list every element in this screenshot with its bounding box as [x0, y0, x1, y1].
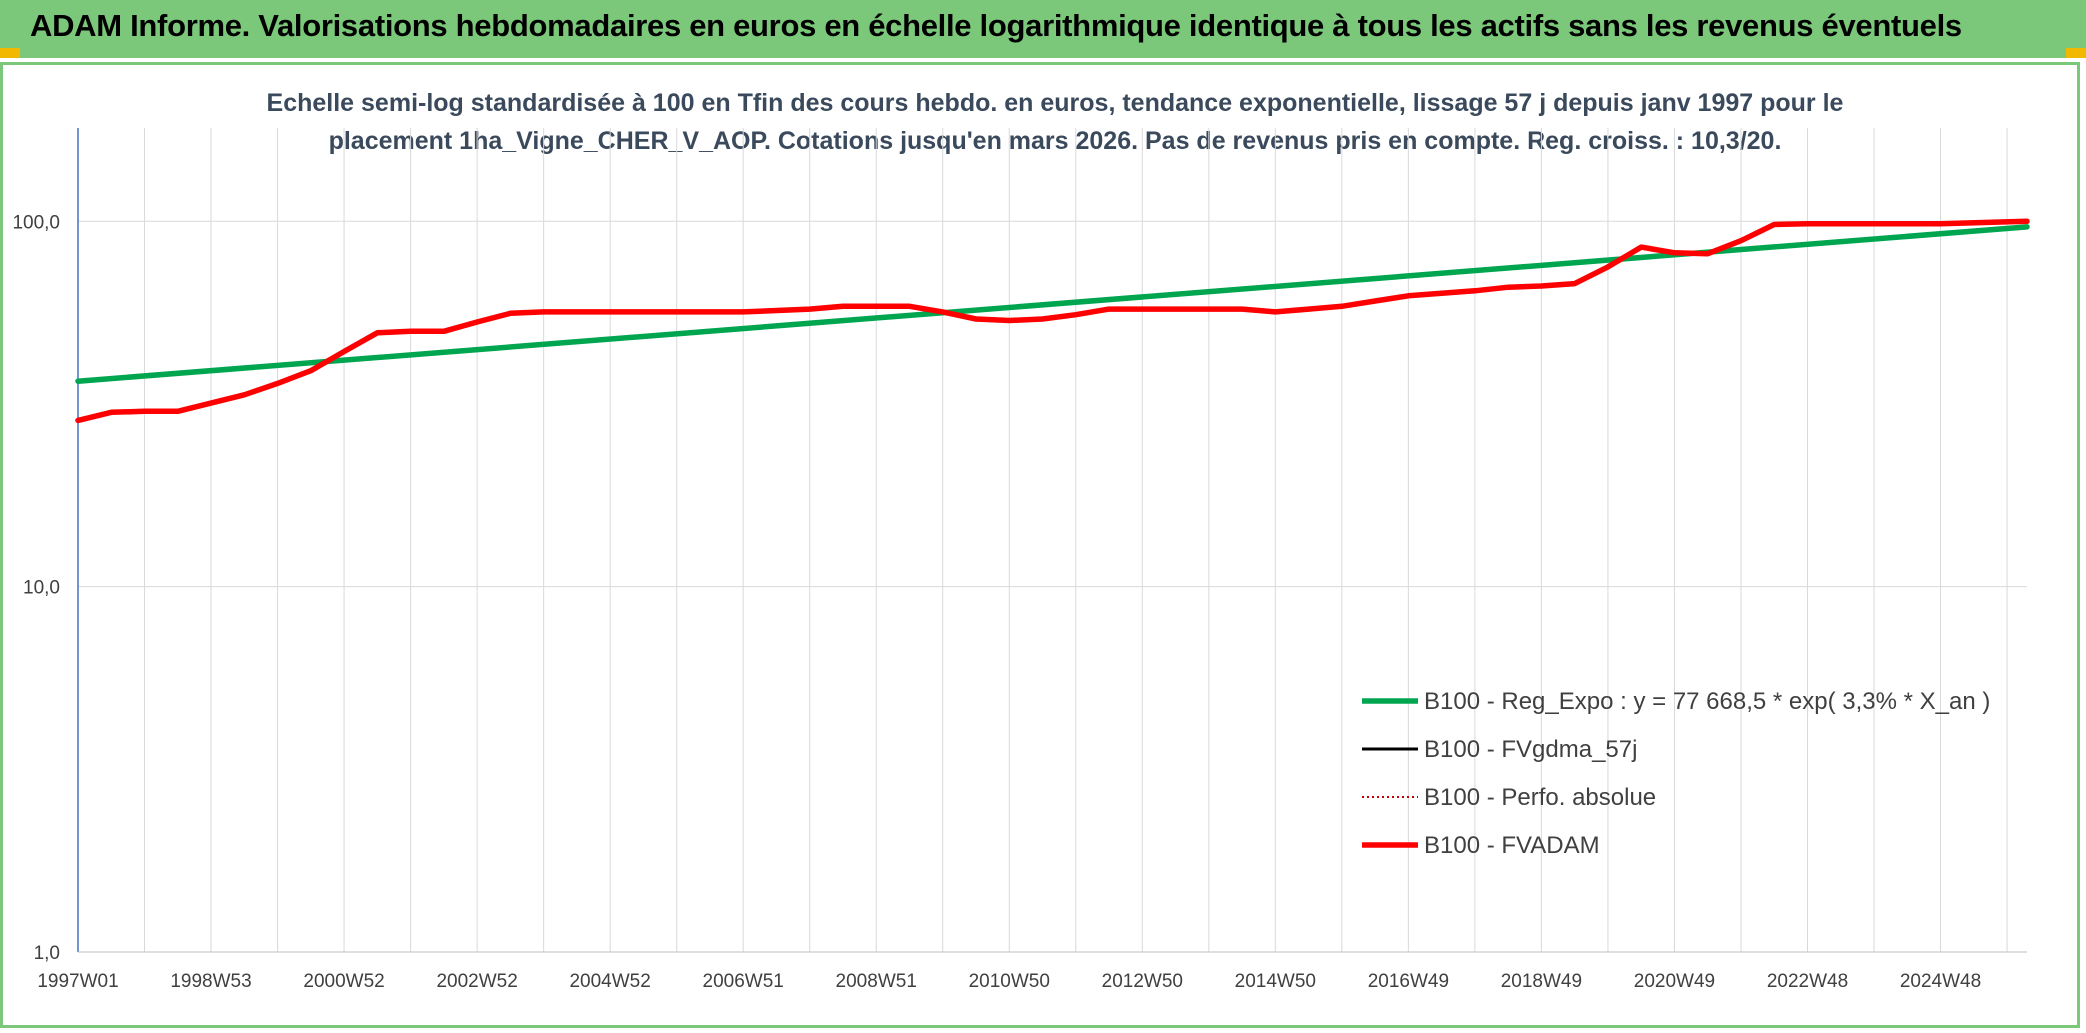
x-tick-label: 2024W48 [1900, 971, 1981, 992]
chart-title-line-2: placement 1ha_Vigne_CHER_V_AOP. Cotation… [328, 127, 1782, 155]
tick-labels: 1,0 10,0 100,0 1997W01 1998W53 2000W52 2002W52… [12, 212, 1981, 992]
report-title: ADAM Informe. Valorisations hebdomadaire… [30, 8, 1962, 43]
x-tick-label: 2020W49 [1634, 971, 1715, 992]
x-tick-label: 2000W52 [303, 971, 384, 992]
x-tick-label: 2008W51 [836, 971, 917, 992]
x-tick-label: 2016W49 [1368, 971, 1449, 992]
title-banner: ADAM Informe. Valorisations hebdomadaire… [0, 0, 2086, 58]
chart-title-line-1: Echelle semi-log standardisée à 100 en T… [266, 89, 1844, 117]
legend-label: B100 - Reg_Expo : y = 77 668,5 * exp( 3,… [1424, 688, 1990, 715]
chart-title: Echelle semi-log standardisée à 100 en T… [260, 84, 1850, 160]
x-tick-label: 2018W49 [1501, 971, 1582, 992]
y-tick-label: 1,0 [34, 943, 60, 964]
series-line [75, 224, 2030, 384]
y-tick-label: 10,0 [23, 578, 60, 599]
legend-label: B100 - Perfo. absolue [1424, 784, 1656, 811]
x-tick-label: 2006W51 [703, 971, 784, 992]
gridlines [78, 128, 2027, 953]
legend-label: B100 - FVgdma_57j [1424, 736, 1637, 763]
x-tick-label: 2004W52 [569, 971, 650, 992]
legend: B100 - Reg_Expo : y = 77 668,5 * exp( 3,… [1362, 688, 1990, 859]
series-lines [75, 218, 2030, 424]
series-line [75, 218, 2030, 424]
x-tick-label: 2014W50 [1235, 971, 1316, 992]
y-tick-label: 100,0 [12, 212, 60, 233]
axes [77, 128, 2027, 953]
x-tick-label: 2002W52 [436, 971, 517, 992]
corner-marker-right [2066, 48, 2086, 58]
legend-label: B100 - FVADAM [1424, 832, 1600, 859]
x-tick-label: 2012W50 [1102, 971, 1183, 992]
x-tick-label: 2010W50 [969, 971, 1050, 992]
chart-frame [0, 62, 2080, 1028]
corner-marker-left [0, 48, 20, 58]
x-tick-label: 1997W01 [37, 971, 118, 992]
x-tick-label: 1998W53 [170, 971, 251, 992]
x-tick-label: 2022W48 [1767, 971, 1848, 992]
